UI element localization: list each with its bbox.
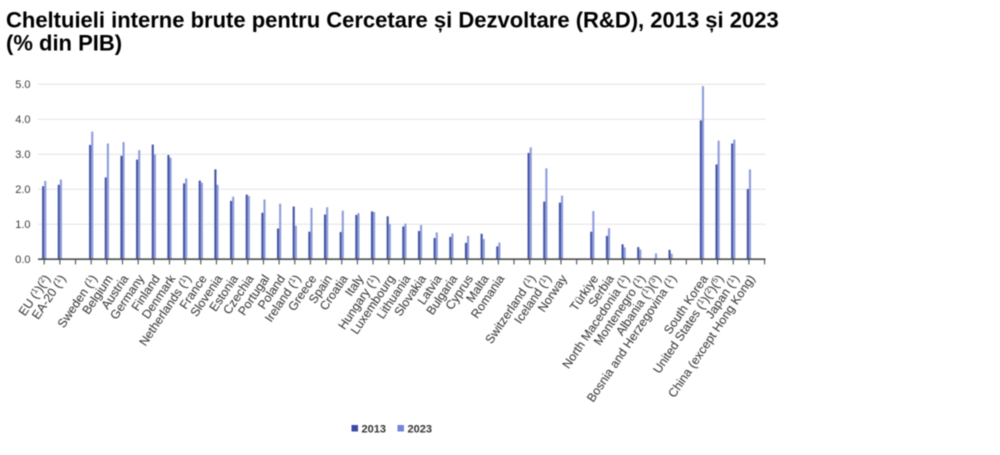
svg-text:5.0: 5.0 [15,79,30,91]
svg-text:2023: 2023 [408,424,432,436]
svg-text:2.0: 2.0 [15,184,30,196]
svg-text:1.0: 1.0 [15,219,30,231]
svg-text:Cheltuieli interne brute pentr: Cheltuieli interne brute pentru Cercetar… [6,8,779,33]
svg-text:2013: 2013 [362,424,386,436]
svg-text:0.0: 0.0 [15,254,30,266]
svg-text:(% din PIB): (% din PIB) [6,31,122,56]
svg-text:4.0: 4.0 [15,114,30,126]
svg-text:3.0: 3.0 [15,149,30,161]
